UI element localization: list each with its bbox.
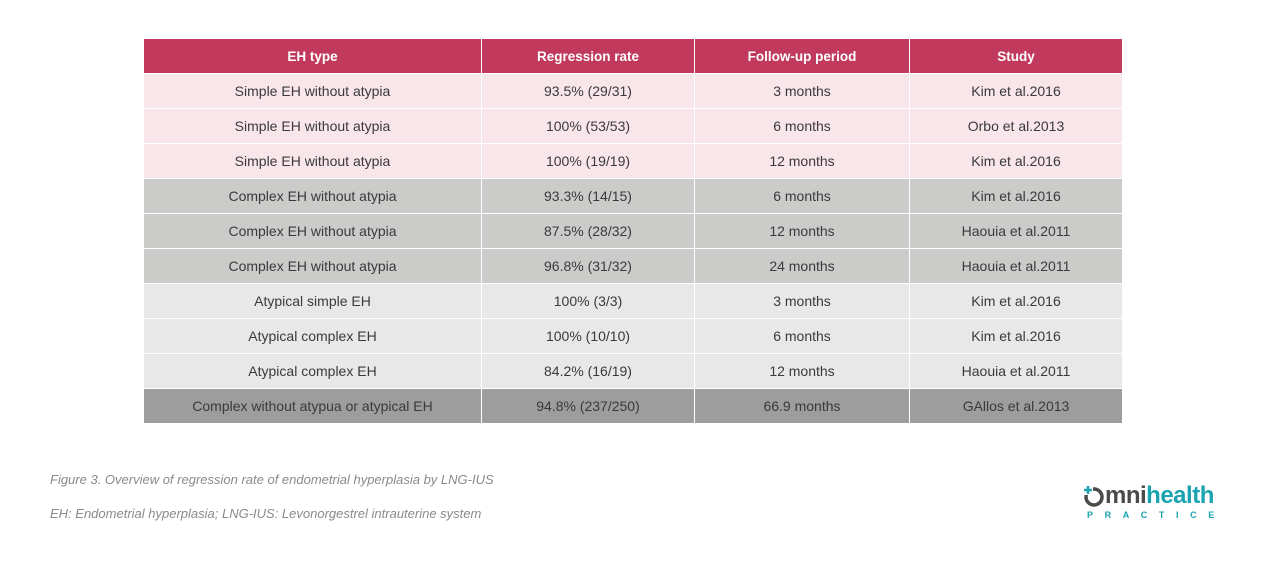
logo-name: mnihealth [1105, 482, 1214, 510]
table-cell: 100% (3/3) [481, 283, 695, 319]
table-cell: Simple EH without atypia [143, 143, 482, 179]
table-body: Simple EH without atypia 93.5% (29/31) 3 m… [143, 73, 1123, 424]
table-cell: 6 months [694, 178, 910, 214]
table-cell: 12 months [694, 353, 910, 389]
table-row: Atypical simple EH 100% (3/3) 3 months Kim … [143, 283, 1123, 319]
table-cell: 96.8% (31/32) [481, 248, 695, 284]
table-cell: 100% (19/19) [481, 143, 695, 179]
table-cell: Simple EH without atypia [143, 108, 482, 144]
table-cell: Complex without atypua or atypical EH [143, 388, 482, 424]
table-row: Complex without atypua or atypical EH 94.… [143, 388, 1123, 424]
table-cell: 12 months [694, 213, 910, 249]
table-cell: Haouia et al.2011 [909, 213, 1123, 249]
table-cell: 6 months [694, 318, 910, 354]
table-cell: 12 months [694, 143, 910, 179]
abbreviations: EH: Endometrial hyperplasia; LNG-IUS: Le… [50, 506, 482, 521]
table-cell: Haouia et al.2011 [909, 353, 1123, 389]
header-cell: Follow-up period [694, 38, 910, 74]
header-cell: EH type [143, 38, 482, 74]
table-cell: GAllos et al.2013 [909, 388, 1123, 424]
table-cell: Haouia et al.2011 [909, 248, 1123, 284]
table-row: Complex EH without atypia 87.5% (28/32) 12… [143, 213, 1123, 249]
table-cell: 94.8% (237/250) [481, 388, 695, 424]
table-cell: 93.3% (14/15) [481, 178, 695, 214]
logo-icon [1084, 486, 1104, 507]
table-cell: Complex EH without atypia [143, 248, 482, 284]
table-row: Atypical complex EH 100% (10/10) 6 months K… [143, 318, 1123, 354]
table-cell: 100% (10/10) [481, 318, 695, 354]
table-row: Simple EH without atypia 100% (53/53) 6 mo… [143, 108, 1123, 144]
table-cell: Kim et al.2016 [909, 283, 1123, 319]
data-table: EH type Regression rate Follow-up period St… [143, 38, 1123, 424]
table-cell: Kim et al.2016 [909, 143, 1123, 179]
table-cell: Atypical complex EH [143, 318, 482, 354]
table-row: Simple EH without atypia 100% (19/19) 12 m… [143, 143, 1123, 179]
header-cell: Study [909, 38, 1123, 74]
logo-tagline: PRACTICE [1087, 510, 1226, 520]
table-cell: Kim et al.2016 [909, 318, 1123, 354]
table-cell: 3 months [694, 73, 910, 109]
table-cell: Simple EH without atypia [143, 73, 482, 109]
table-cell: Atypical complex EH [143, 353, 482, 389]
table-row: Simple EH without atypia 93.5% (29/31) 3 m… [143, 73, 1123, 109]
table-row: Atypical complex EH 84.2% (16/19) 12 month… [143, 353, 1123, 389]
table-cell: 84.2% (16/19) [481, 353, 695, 389]
logo-name-dark: mni [1105, 482, 1147, 509]
table-cell: 87.5% (28/32) [481, 213, 695, 249]
table-row: Complex EH without atypia 96.8% (31/32) 24… [143, 248, 1123, 284]
table-cell: Kim et al.2016 [909, 73, 1123, 109]
figure-caption: Figure 3. Overview of regression rate of… [50, 472, 494, 487]
table-cell: 3 months [694, 283, 910, 319]
table-cell: Complex EH without atypia [143, 213, 482, 249]
table-cell: Kim et al.2016 [909, 178, 1123, 214]
header-row: EH type Regression rate Follow-up period St… [143, 38, 1123, 74]
table-cell: Atypical simple EH [143, 283, 482, 319]
table-cell: 100% (53/53) [481, 108, 695, 144]
header-cell: Regression rate [481, 38, 695, 74]
table-cell: Orbo et al.2013 [909, 108, 1123, 144]
table-cell: Complex EH without atypia [143, 178, 482, 214]
table-cell: 93.5% (29/31) [481, 73, 695, 109]
table-cell: 66.9 months [694, 388, 910, 424]
table-cell: 24 months [694, 248, 910, 284]
table-cell: 6 months [694, 108, 910, 144]
table-row: Complex EH without atypia 93.3% (14/15) 6 … [143, 178, 1123, 214]
logo-name-teal: health [1146, 482, 1214, 509]
